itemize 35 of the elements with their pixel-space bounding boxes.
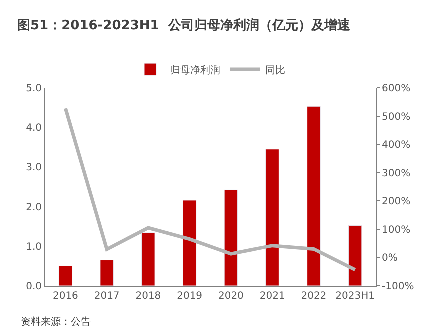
x-tick-label: 2018 [136, 291, 162, 302]
y2-tick-label: 400% [382, 140, 411, 152]
bar [224, 190, 238, 286]
bar [100, 260, 114, 286]
y-tick-label: 3.0 [26, 162, 42, 174]
y-tick-label: 4.0 [26, 123, 42, 134]
bar [182, 200, 197, 286]
line-series [64, 106, 358, 272]
y2-tick-label: -100% [382, 282, 414, 292]
y-tick-label: 5.0 [26, 84, 42, 94]
bar [348, 226, 362, 286]
x-tick-label: 2023H1 [336, 291, 375, 302]
x-tick-label: 2016 [52, 291, 78, 302]
bar [307, 106, 321, 286]
text: 资料来源：公告 [21, 316, 91, 328]
y2-tick-label: 300% [382, 168, 411, 180]
x-tick-label: 2020 [218, 291, 244, 302]
bar [142, 232, 156, 286]
y-tick-label: 2.0 [26, 202, 42, 214]
y2-tick-label: 0% [382, 253, 398, 264]
y2-tick-label: 600% [382, 84, 411, 94]
x-tick-label: 2017 [94, 291, 120, 302]
x-tick-label: 2022 [301, 291, 327, 302]
legend-label: 同比 [266, 64, 286, 76]
legend-label: 归母净利润 [170, 64, 220, 76]
y2-tick-label: 200% [382, 196, 411, 208]
y-tick-label: 0.0 [26, 282, 42, 292]
bar [266, 149, 280, 286]
y2-tick-label: 500% [382, 112, 411, 123]
x-tick-label: 2021 [260, 291, 286, 302]
x-tick-label: 2019 [177, 291, 203, 302]
chart-title: 图51：2016-2023H1 公司归母净利润（亿元）及增速 [18, 17, 352, 34]
y-tick-label: 1.0 [26, 242, 42, 253]
bar [58, 266, 73, 286]
y2-tick-label: 100% [382, 224, 411, 236]
